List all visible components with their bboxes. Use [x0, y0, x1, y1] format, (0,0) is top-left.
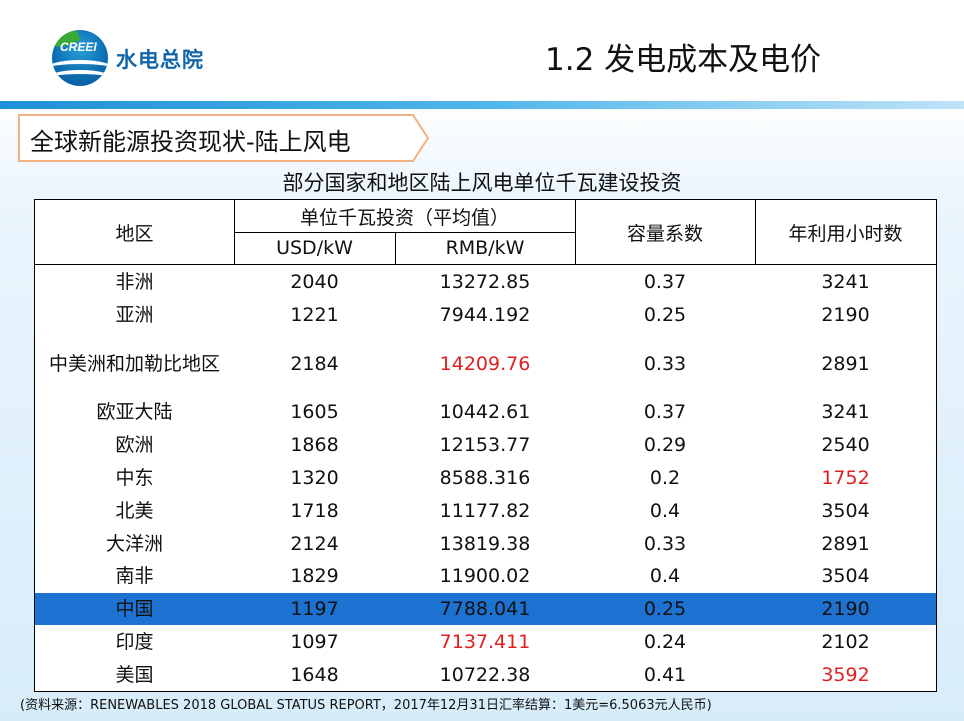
cell-usd: 1320 — [290, 467, 339, 489]
table-row: 中东 1320 8588.316 0.2 1752 — [35, 462, 936, 494]
banner-arrow-shape — [18, 114, 430, 162]
cell-rmb: 7788.041 — [439, 598, 531, 620]
cell-annual-hours: 2102 — [821, 631, 870, 653]
cell-usd: 2184 — [290, 353, 339, 375]
section-banner-text: 全球新能源投资现状-陆上风电 — [30, 128, 351, 156]
creei-logo: CREEI 水电总院 — [52, 30, 222, 86]
cell-usd: 2040 — [290, 271, 339, 293]
cell-usd: 1221 — [290, 304, 339, 326]
cell-capacity-factor: 0.41 — [643, 664, 687, 686]
cell-region: 印度 — [115, 631, 154, 653]
cell-annual-hours: 3504 — [821, 565, 870, 587]
cell-capacity-factor: 0.2 — [649, 467, 681, 489]
table-row: 非洲 2040 13272.85 0.37 3241 — [35, 266, 936, 298]
cell-region: 中国 — [115, 598, 154, 620]
cell-rmb: 11900.02 — [439, 565, 531, 587]
cell-capacity-factor: 0.4 — [649, 565, 681, 587]
table-row: 欧洲 1868 12153.77 0.29 2540 — [35, 429, 936, 461]
cell-region: 大洋洲 — [105, 533, 163, 555]
cell-annual-hours: 2190 — [821, 598, 870, 620]
table-row: 南非 1829 11900.02 0.4 3504 — [35, 560, 936, 592]
logo-text-cn: 水电总院 — [116, 48, 204, 72]
cell-usd: 1718 — [290, 500, 339, 522]
table-row: 大洋洲 2124 13819.38 0.33 2891 — [35, 528, 936, 560]
table-row: 欧亚大陆 1605 10442.61 0.37 3241 — [35, 396, 936, 428]
table-row: 中美洲和加勒比地区 2184 14209.76 0.33 2891 — [35, 348, 936, 380]
cell-rmb: 11177.82 — [439, 500, 531, 522]
cell-usd: 1829 — [290, 565, 339, 587]
table-row: 印度 1097 7137.411 0.24 2102 — [35, 626, 936, 658]
cell-region: 中美洲和加勒比地区 — [48, 353, 220, 375]
cell-capacity-factor: 0.33 — [643, 533, 687, 555]
header-divider-band — [0, 101, 964, 109]
header-rmb: RMB/kW — [445, 237, 525, 259]
cell-region: 南非 — [115, 565, 154, 587]
cell-capacity-factor: 0.29 — [643, 434, 687, 456]
cell-usd: 1868 — [290, 434, 339, 456]
cell-capacity-factor: 0.4 — [649, 500, 681, 522]
cell-region: 非洲 — [115, 271, 154, 293]
header-annual-hours: 年利用小时数 — [788, 222, 903, 245]
cell-annual-hours: 2891 — [821, 353, 870, 375]
cell-rmb: 13272.85 — [439, 271, 531, 293]
cell-annual-hours: 2190 — [821, 304, 870, 326]
cell-usd: 1197 — [290, 598, 339, 620]
cell-usd: 1605 — [290, 401, 339, 423]
cell-capacity-factor: 0.37 — [643, 271, 687, 293]
cell-rmb: 13819.38 — [439, 533, 531, 555]
header-capacity-factor: 容量系数 — [626, 222, 703, 245]
cell-rmb: 7944.192 — [439, 304, 531, 326]
slide-title: 1.2 发电成本及电价 — [545, 42, 822, 78]
cell-region: 中东 — [115, 467, 154, 489]
cell-region: 北美 — [115, 500, 154, 522]
cell-annual-hours: 2540 — [821, 434, 870, 456]
cell-region: 欧洲 — [115, 434, 154, 456]
cell-rmb: 10722.38 — [439, 664, 531, 686]
cell-region: 欧亚大陆 — [96, 401, 173, 423]
table-title: 部分国家和地区陆上风电单位千瓦建设投资 — [282, 171, 682, 195]
cell-usd: 1097 — [290, 631, 339, 653]
logo-emblem-icon: CREEI — [52, 30, 108, 86]
cell-capacity-factor: 0.33 — [643, 353, 687, 375]
cell-region: 亚洲 — [115, 304, 154, 326]
cell-annual-hours-highlight: 1752 — [821, 467, 870, 489]
cell-rmb: 12153.77 — [439, 434, 531, 456]
cell-annual-hours-highlight: 3592 — [821, 664, 870, 686]
table-row-highlighted: 中国 1197 7788.041 0.25 2190 — [35, 593, 936, 625]
header-investment-group: 单位千瓦投资（平均值） — [299, 206, 509, 229]
header-region: 地区 — [115, 222, 154, 245]
cell-annual-hours: 2891 — [821, 533, 870, 555]
cell-rmb-highlight: 7137.411 — [439, 631, 531, 653]
table-row: 北美 1718 11177.82 0.4 3504 — [35, 495, 936, 527]
cell-annual-hours: 3504 — [821, 500, 870, 522]
table-row: 亚洲 1221 7944.192 0.25 2190 — [35, 299, 936, 331]
investment-table: 地区 单位千瓦投资（平均值） USD/kW RMB/kW 容量系数 年利用小时数… — [34, 199, 937, 692]
cell-region: 美国 — [115, 664, 154, 686]
logo-text-en: CREEI — [60, 40, 97, 54]
cell-usd: 2124 — [290, 533, 339, 555]
cell-capacity-factor: 0.25 — [643, 304, 687, 326]
cell-rmb: 8588.316 — [439, 467, 531, 489]
table-row: 美国 1648 10722.38 0.41 3592 — [35, 659, 936, 691]
source-note: (资料来源：RENEWABLES 2018 GLOBAL STATUS REPO… — [20, 698, 712, 713]
header-usd: USD/kW — [276, 237, 353, 259]
cell-capacity-factor: 0.25 — [643, 598, 687, 620]
cell-rmb: 10442.61 — [439, 401, 531, 423]
section-banner: 全球新能源投资现状-陆上风电 — [18, 114, 430, 162]
cell-annual-hours: 3241 — [821, 271, 870, 293]
cell-capacity-factor: 0.24 — [643, 631, 687, 653]
cell-annual-hours: 3241 — [821, 401, 870, 423]
cell-usd: 1648 — [290, 664, 339, 686]
cell-capacity-factor: 0.37 — [643, 401, 687, 423]
cell-rmb-highlight: 14209.76 — [439, 353, 531, 375]
